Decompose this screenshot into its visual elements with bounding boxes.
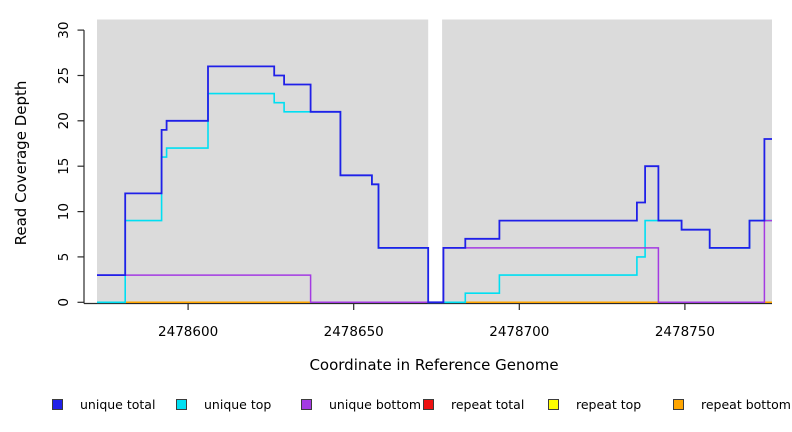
legend-swatch-repeat-top <box>548 399 559 410</box>
legend-swatch-unique-total <box>52 399 63 410</box>
series-line-unique-total <box>97 65 772 304</box>
legend-item-unique-top: unique top <box>176 398 271 411</box>
y-tick-label: 25 <box>56 67 72 84</box>
x-axis-title: Coordinate in Reference Genome <box>309 356 559 374</box>
x-tick-label: 2478650 <box>324 324 384 340</box>
x-tick-label: 2478700 <box>489 324 549 340</box>
legend-label: repeat top <box>576 397 642 412</box>
legend-label: repeat bottom <box>701 397 791 412</box>
legend-swatch-repeat-bottom <box>673 399 684 410</box>
x-tick-label: 2478600 <box>158 324 218 340</box>
y-tick-label: 0 <box>56 298 72 307</box>
y-axis-title: Read Coverage Depth <box>12 80 30 246</box>
y-tick-label: 5 <box>56 253 72 262</box>
legend-swatch-repeat-total <box>423 399 434 410</box>
coverage-gap-band <box>428 19 443 304</box>
legend-item-unique-bottom: unique bottom <box>301 398 421 411</box>
legend-item-repeat-top: repeat top <box>548 398 641 411</box>
legend-label: unique total <box>80 397 156 412</box>
legend-swatch-unique-bottom <box>301 399 312 410</box>
y-tick-label: 10 <box>56 203 72 220</box>
y-tick-label: 30 <box>56 22 72 39</box>
legend-label: unique bottom <box>329 397 422 412</box>
legend-item-repeat-total: repeat total <box>423 398 524 411</box>
legend-item-unique-total: unique total <box>52 398 155 411</box>
legend: unique total unique top unique bottom repea… <box>0 398 792 424</box>
legend-label: repeat total <box>451 397 525 412</box>
x-tick-label: 2478750 <box>655 324 715 340</box>
y-tick-label: 15 <box>56 158 72 175</box>
legend-swatch-unique-top <box>176 399 187 410</box>
legend-item-repeat-bottom: repeat bottom <box>673 398 791 411</box>
y-tick-label: 20 <box>56 112 72 129</box>
series-line-unique-bottom <box>97 219 772 304</box>
legend-label: unique top <box>204 397 272 412</box>
